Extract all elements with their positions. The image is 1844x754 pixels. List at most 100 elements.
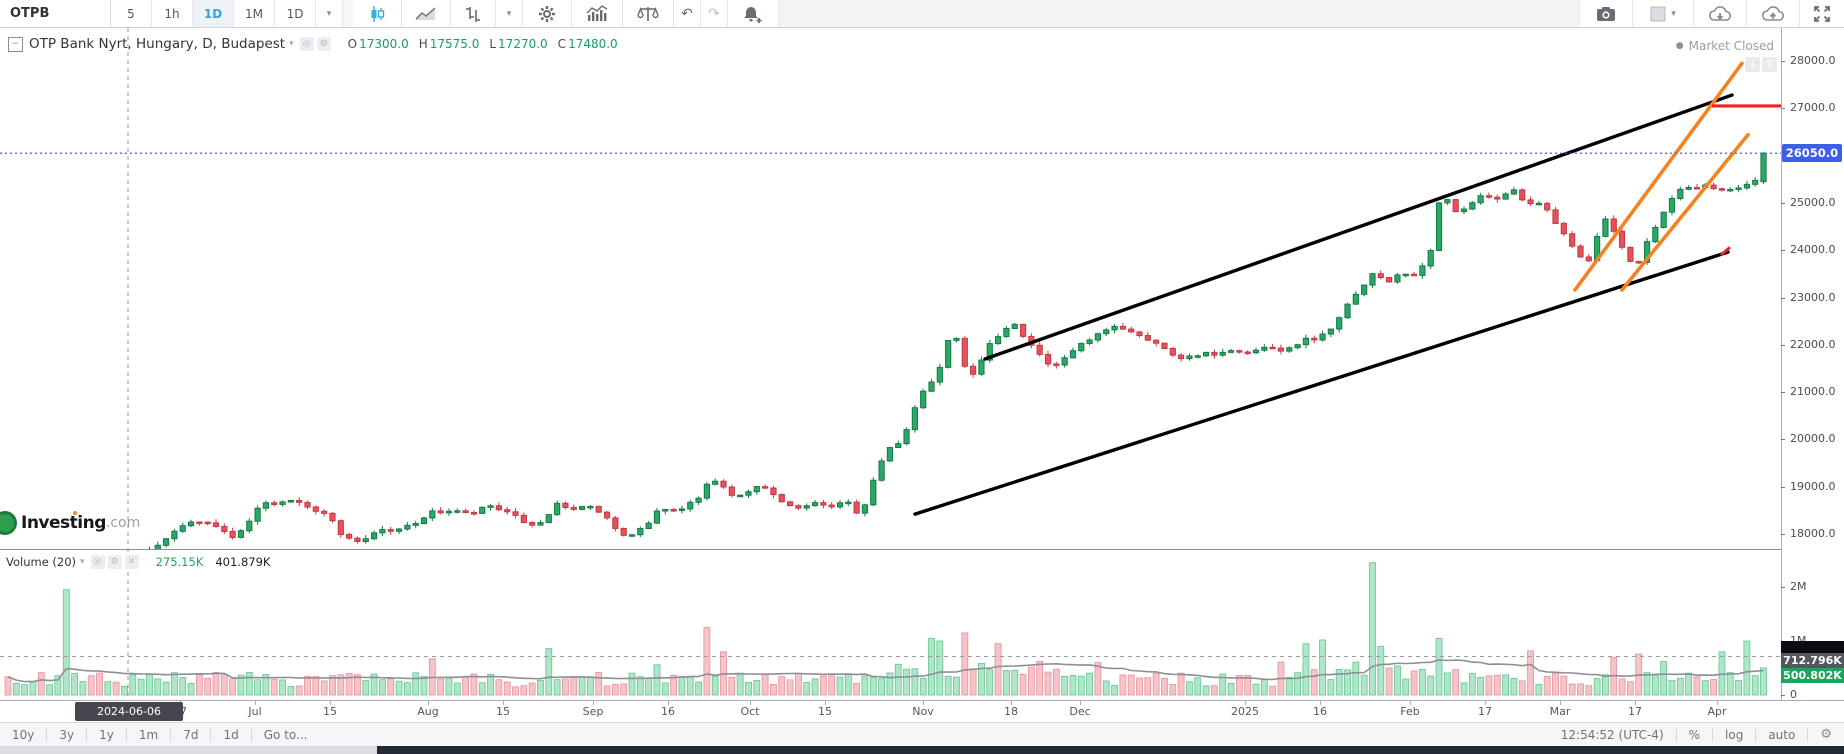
screenshot-button[interactable] <box>1579 0 1633 27</box>
time-axis-tick <box>255 701 256 705</box>
volume-bar <box>994 643 1002 696</box>
candle <box>437 510 444 514</box>
symbol-input[interactable]: OTPB <box>0 0 111 27</box>
fullscreen-button[interactable] <box>1800 0 1844 27</box>
candle <box>945 339 952 368</box>
price-axis-tick <box>1781 344 1785 346</box>
candle <box>1202 351 1210 357</box>
series-settings-icon[interactable]: ⚙ <box>316 37 331 51</box>
log-scale-button[interactable]: log <box>1712 728 1755 742</box>
candle <box>653 510 661 524</box>
time-axis-tick <box>1080 701 1081 705</box>
volume-current-value: 275.15K <box>155 555 204 569</box>
volume-bar <box>229 678 237 696</box>
clock-readout[interactable]: 12:54:52 (UTC-4) <box>1560 728 1664 742</box>
candle <box>1569 233 1576 247</box>
candle <box>970 365 977 375</box>
style-dropdown-caret[interactable]: ▾ <box>496 0 523 27</box>
candle <box>1361 284 1368 295</box>
add-alert-button[interactable] <box>728 0 779 27</box>
compare-button[interactable] <box>623 0 674 27</box>
time-axis-label: 2025 <box>1231 705 1259 718</box>
volume-bar <box>1668 680 1676 696</box>
volume-bar <box>337 674 345 696</box>
logo-orange-dot <box>73 511 77 515</box>
volume-bar <box>262 674 270 696</box>
interval-button-5[interactable]: 5 <box>111 0 152 27</box>
candle <box>1594 235 1601 262</box>
price-axis-tick <box>1781 297 1785 299</box>
price-axis[interactable] <box>1781 28 1844 722</box>
maximize-pane-icon[interactable]: ↕ <box>1762 57 1777 72</box>
candle <box>171 530 178 540</box>
volume-bar <box>636 676 644 696</box>
volume-bar <box>137 678 145 696</box>
candle <box>728 486 735 496</box>
time-axis-tick <box>668 701 669 705</box>
candle <box>1502 193 1509 200</box>
range-button-1y[interactable]: 1y <box>87 728 127 742</box>
axis-settings-gear-icon[interactable]: ⚙ <box>1807 728 1844 742</box>
volume-bar <box>786 679 794 696</box>
auto-scale-button[interactable]: auto <box>1755 728 1807 742</box>
interval-button-1D[interactable]: 1D <box>193 0 234 27</box>
load-chart-button[interactable] <box>1694 0 1747 27</box>
layout-button[interactable]: ▾ <box>1633 0 1694 27</box>
candle <box>587 505 594 509</box>
candle <box>1153 339 1160 344</box>
goto-button[interactable]: Go to... <box>263 728 308 742</box>
collapse-legend-icon[interactable]: − <box>8 36 23 52</box>
range-button-1d[interactable]: 1d <box>211 728 252 742</box>
volume-settings-icon[interactable]: ⚙ <box>107 555 122 569</box>
volume-caret-icon[interactable]: ▾ <box>80 557 85 567</box>
area-chart-style-button[interactable] <box>402 0 451 27</box>
indicators-button[interactable] <box>572 0 623 27</box>
redo-button[interactable]: ↷ <box>701 0 728 27</box>
scroll-down-icon[interactable]: ↓ <box>1745 57 1760 72</box>
volume-bar <box>1460 682 1468 696</box>
logo-domain-text: .com <box>105 515 141 531</box>
candle <box>1319 333 1326 341</box>
candle <box>1036 344 1043 355</box>
time-axis-tick <box>1560 701 1561 705</box>
range-button-10y[interactable]: 10y <box>0 728 48 742</box>
volume-visibility-icon[interactable]: ◎ <box>90 555 105 569</box>
volume-bar <box>628 672 636 696</box>
volume-bar <box>819 675 827 696</box>
candle <box>687 501 694 510</box>
undo-button[interactable]: ↶ <box>674 0 701 27</box>
time-axis-tick <box>1320 701 1321 705</box>
range-button-3y[interactable]: 3y <box>47 728 88 742</box>
percent-scale-button[interactable]: % <box>1675 728 1712 742</box>
volume-bar <box>1419 668 1426 696</box>
interval-dropdown-caret[interactable]: ▾ <box>316 0 343 27</box>
candle <box>1011 323 1018 329</box>
time-axis[interactable]: 17 Jul 15 Aug 15 Sep 16 Oct 15 Nov 18 Dec 2025 16 Feb 1… <box>0 700 1844 723</box>
interval-button-1h[interactable]: 1h <box>152 0 193 27</box>
volume-close-icon[interactable]: ✕ <box>124 555 139 569</box>
time-axis-label: Aug <box>417 705 439 718</box>
settings-button[interactable] <box>523 0 572 27</box>
interval-button-1D[interactable]: 1D <box>275 0 316 27</box>
volume-bar <box>187 683 195 696</box>
interval-button-1M[interactable]: 1M <box>234 0 275 27</box>
volume-bar <box>695 681 702 696</box>
volume-bar <box>1593 678 1601 696</box>
candle <box>745 491 752 496</box>
volume-bar <box>378 679 386 696</box>
time-axis-label: 16 <box>661 705 675 718</box>
time-axis-label: Jul <box>248 705 262 718</box>
chart-style-button[interactable] <box>451 0 496 27</box>
range-button-7d[interactable]: 7d <box>171 728 212 742</box>
volume-bar <box>512 686 519 696</box>
volume-bar <box>703 627 711 696</box>
range-button-1m[interactable]: 1m <box>127 728 172 742</box>
volume-bar <box>1244 675 1252 696</box>
volume-bar <box>1535 683 1543 696</box>
save-chart-button[interactable] <box>1747 0 1800 27</box>
candlestick-style-button[interactable] <box>353 0 402 27</box>
chart-title-caret-icon[interactable]: ▾ <box>289 39 294 49</box>
visibility-icon[interactable]: ◎ <box>299 37 314 51</box>
candle <box>1735 187 1742 190</box>
